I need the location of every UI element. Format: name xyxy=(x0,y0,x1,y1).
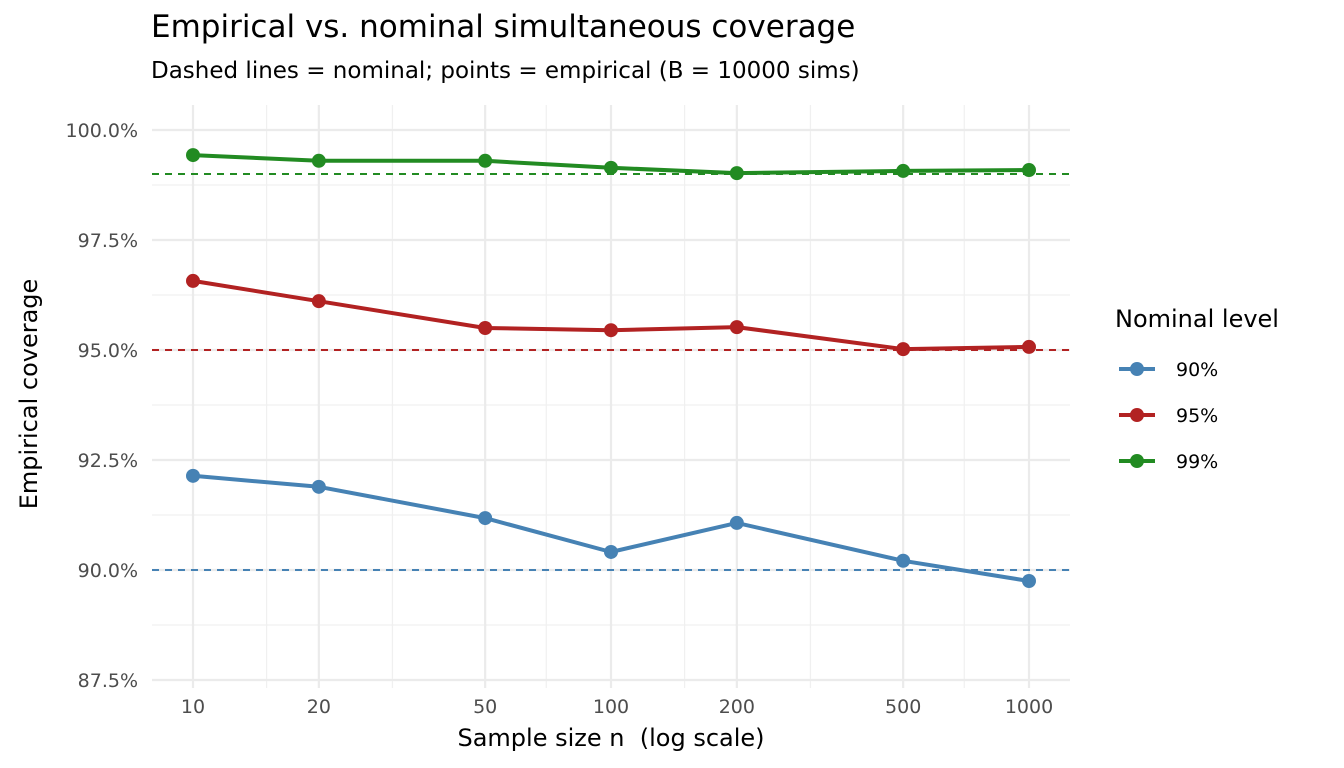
x-tick-label: 500 xyxy=(885,696,921,718)
data-point xyxy=(311,153,326,168)
data-point xyxy=(729,515,744,530)
data-point xyxy=(604,323,618,338)
x-tick-label: 200 xyxy=(719,696,755,718)
legend-label: 99% xyxy=(1176,451,1218,473)
data-point xyxy=(186,148,200,163)
data-point xyxy=(896,342,911,357)
y-tick-label: 100.0% xyxy=(66,120,138,142)
data-point xyxy=(1022,574,1036,588)
legend: Nominal level 90% 95% 99% xyxy=(1115,305,1279,473)
legend-label: 95% xyxy=(1176,405,1218,427)
data-point xyxy=(604,544,618,559)
chart-subtitle: Dashed lines = nominal; points = empiric… xyxy=(151,58,860,84)
data-point xyxy=(604,160,618,175)
data-point xyxy=(478,321,493,335)
y-axis-ticks: 87.5% 90.0% 92.5% 95.0% 97.5% 100.0% xyxy=(66,120,138,692)
legend-point xyxy=(1130,362,1144,376)
legend-label: 90% xyxy=(1176,359,1218,381)
y-tick-label: 97.5% xyxy=(78,230,138,252)
x-axis-title: Sample size n (log scale) xyxy=(457,724,764,752)
data-point xyxy=(896,163,911,178)
x-tick-label: 1000 xyxy=(1005,696,1053,718)
data-point xyxy=(729,166,744,181)
legend-key-90 xyxy=(1119,362,1155,376)
data-point xyxy=(1022,163,1036,178)
data-point xyxy=(186,468,200,483)
y-tick-label: 87.5% xyxy=(78,670,138,692)
x-tick-label: 50 xyxy=(473,696,497,718)
data-point xyxy=(478,153,493,168)
data-point xyxy=(729,320,744,335)
x-tick-label: 100 xyxy=(593,696,629,718)
legend-title: Nominal level xyxy=(1115,305,1279,333)
legend-point xyxy=(1130,454,1144,468)
y-tick-label: 92.5% xyxy=(78,450,138,472)
data-point xyxy=(311,479,326,494)
chart-title: Empirical vs. nominal simultaneous cover… xyxy=(151,9,856,45)
y-tick-label: 90.0% xyxy=(78,560,138,582)
legend-key-99 xyxy=(1119,454,1155,468)
grid xyxy=(152,105,1070,688)
x-tick-label: 20 xyxy=(307,696,331,718)
y-tick-label: 95.0% xyxy=(78,340,138,362)
data-point xyxy=(186,273,200,288)
legend-key-95 xyxy=(1119,408,1155,422)
data-point xyxy=(478,511,493,526)
data-point xyxy=(311,294,326,309)
series-points xyxy=(186,148,1036,588)
x-tick-label: 10 xyxy=(181,696,205,718)
y-axis-title: Empirical coverage xyxy=(15,279,43,510)
data-point xyxy=(1022,339,1036,354)
x-axis-ticks: 10 20 50 100 200 500 1000 xyxy=(181,696,1053,718)
legend-point xyxy=(1130,408,1144,422)
data-point xyxy=(896,553,911,568)
